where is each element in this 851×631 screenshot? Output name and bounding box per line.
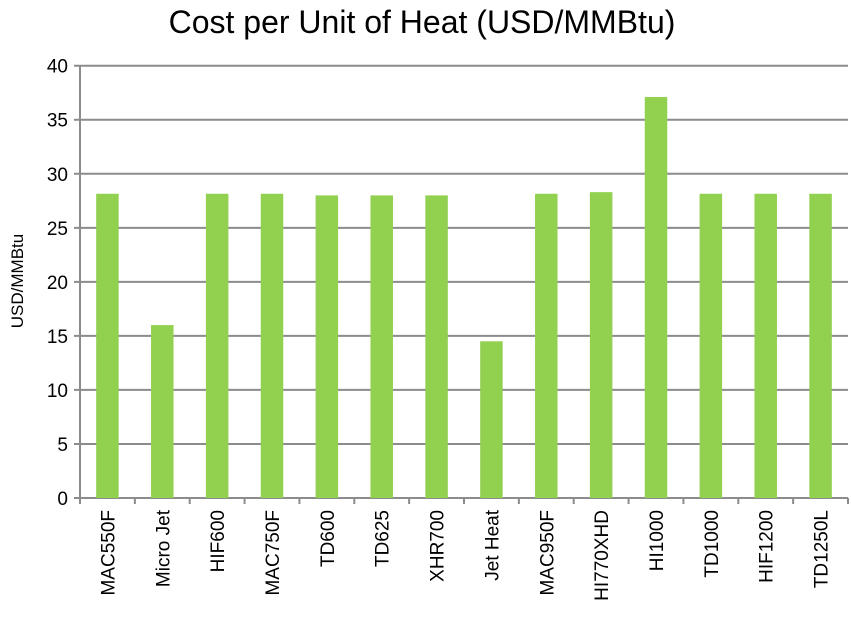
bar-micro-jet: [151, 325, 174, 498]
bar-xhr700: [425, 195, 448, 498]
y-axis-label: USD/MMBtu: [8, 234, 27, 328]
bar-hif600: [205, 193, 229, 499]
x-tick-label: Jet Heat: [482, 509, 503, 580]
bar-td1000: [699, 193, 723, 499]
bar-hi1000: [644, 97, 668, 498]
bar-mac950f: [535, 193, 558, 499]
bar-hif1200: [754, 193, 777, 499]
x-tick-label: TD600: [318, 510, 339, 567]
y-tick-label: 5: [57, 435, 68, 456]
bar-hi770xhd: [589, 192, 613, 498]
y-tick-label: 40: [47, 57, 68, 78]
x-tick-label: HI1000: [647, 510, 668, 571]
x-tick-label: HIF600: [208, 510, 229, 572]
y-tick-label: 35: [47, 111, 68, 132]
bar-td625: [370, 195, 393, 498]
y-tick-label: 15: [47, 327, 68, 348]
x-tick-label: MAC750F: [263, 510, 284, 596]
x-tick-label: MAC550F: [98, 510, 119, 596]
y-tick-label: 25: [47, 219, 68, 240]
y-tick-label: 0: [57, 489, 68, 510]
x-tick-label: TD1250L: [812, 510, 833, 588]
bar-td1250l: [809, 193, 832, 499]
x-tick-label: XHR700: [428, 510, 449, 582]
x-tick-label: HIF1200: [757, 510, 778, 583]
x-tick-label: MAC950F: [537, 510, 558, 596]
y-tick-label: 30: [47, 165, 68, 186]
x-tick-label: TD625: [373, 510, 394, 567]
bar-mac550f: [96, 193, 119, 499]
bar-jet-heat: [480, 341, 503, 498]
x-tick-label: TD1000: [702, 510, 723, 578]
y-tick-label: 10: [47, 381, 68, 402]
x-tick-label: HI770XHD: [592, 510, 613, 601]
y-tick-label: 20: [47, 273, 68, 294]
chart-title: Cost per Unit of Heat (USD/MMBtu): [169, 4, 676, 40]
x-tick-label: Micro Jet: [153, 509, 174, 587]
bar-mac750f: [260, 193, 284, 499]
bar-td600: [315, 195, 339, 498]
